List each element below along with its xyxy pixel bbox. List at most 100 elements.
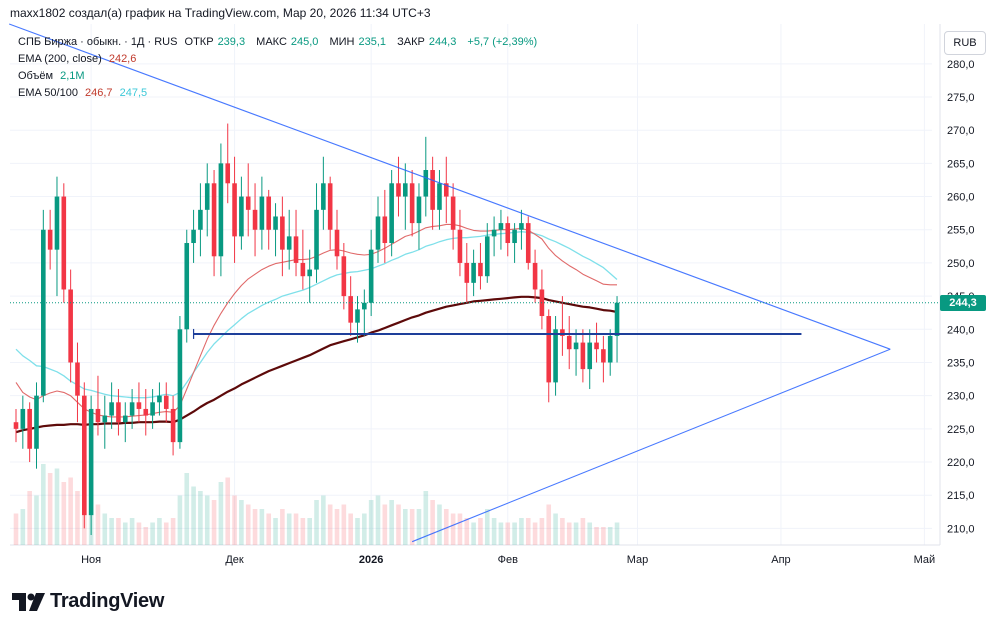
volume-bar bbox=[13, 513, 19, 545]
volume-bar bbox=[484, 509, 490, 545]
tradingview-logo[interactable]: TradingView bbox=[12, 590, 164, 613]
candle-body bbox=[321, 183, 326, 210]
volume-bar bbox=[375, 495, 381, 545]
candle-body bbox=[580, 342, 586, 370]
volume-bar bbox=[580, 518, 586, 545]
volume-bar bbox=[525, 518, 531, 545]
volume-bar bbox=[218, 482, 224, 545]
volume-bar bbox=[594, 527, 599, 545]
candle-body bbox=[75, 362, 80, 396]
volume-bar bbox=[512, 522, 517, 545]
candle-body bbox=[27, 408, 32, 449]
ema50100-label: EMA 50/100 bbox=[18, 87, 78, 99]
x-tick-label: Дек bbox=[225, 554, 244, 566]
volume-bar bbox=[505, 522, 511, 545]
candle-body bbox=[334, 229, 340, 257]
volume-bar bbox=[355, 518, 360, 545]
y-tick-label: 270,0 bbox=[947, 125, 975, 137]
volume-bar bbox=[184, 473, 190, 545]
volume-bar bbox=[464, 518, 470, 545]
candle-body bbox=[266, 196, 272, 230]
volume-bar bbox=[211, 500, 217, 545]
candle-body bbox=[129, 402, 135, 416]
candle-body bbox=[409, 183, 415, 224]
candle-body bbox=[437, 183, 442, 210]
candle-body bbox=[327, 183, 333, 230]
volume-bar bbox=[245, 504, 251, 545]
volume-bar bbox=[177, 495, 183, 545]
candle-body bbox=[13, 422, 19, 429]
candle-body bbox=[362, 302, 367, 310]
y-tick-label: 220,0 bbox=[947, 457, 975, 469]
y-tick-label: 250,0 bbox=[947, 258, 975, 270]
candle-body bbox=[109, 402, 114, 416]
currency-button[interactable]: RUB bbox=[944, 31, 986, 55]
candle-body bbox=[122, 415, 128, 423]
volume-bar bbox=[566, 522, 572, 545]
candle-body bbox=[594, 342, 599, 350]
volume-bar bbox=[95, 504, 101, 545]
volume-bar bbox=[157, 518, 162, 545]
candle-body bbox=[471, 262, 476, 283]
chart-legend: СПБ Биржа · обыкн. · 1Д · RUS ОТКР 239,3 … bbox=[18, 34, 541, 102]
volume-bar bbox=[491, 518, 497, 545]
volume-bar bbox=[607, 527, 613, 545]
volume-bar bbox=[47, 473, 53, 545]
candle-body bbox=[607, 335, 613, 363]
volume-bar bbox=[225, 477, 231, 545]
volume-bar bbox=[314, 500, 319, 545]
low-value: 235,1 bbox=[358, 36, 387, 48]
candle-body bbox=[348, 296, 353, 323]
candle-body bbox=[560, 329, 565, 336]
y-tick-label: 215,0 bbox=[947, 490, 975, 502]
last-price-tag: 244,3 bbox=[940, 294, 986, 311]
candle-body bbox=[423, 170, 429, 197]
candle-body bbox=[177, 329, 183, 443]
candle-body bbox=[95, 408, 101, 423]
volume-bar bbox=[20, 509, 26, 545]
volume-bar bbox=[259, 509, 265, 545]
volume-bar bbox=[457, 513, 463, 545]
volume-bar bbox=[75, 491, 80, 545]
volume-bar bbox=[601, 527, 606, 545]
volume-bar bbox=[614, 522, 620, 545]
candle-body bbox=[450, 196, 456, 230]
candle-body bbox=[389, 183, 394, 244]
high-value: 245,0 bbox=[290, 36, 319, 48]
open-label: ОТКР bbox=[184, 36, 214, 48]
volume-bar bbox=[546, 504, 552, 545]
volume-label: Объём bbox=[18, 70, 54, 82]
candle-body bbox=[573, 342, 579, 350]
y-tick-label: 235,0 bbox=[947, 357, 975, 369]
candle-body bbox=[416, 196, 422, 224]
x-tick-label: Ноя bbox=[81, 554, 101, 566]
candle-body bbox=[484, 236, 490, 277]
legend-ohlc-row: СПБ Биржа · обыкн. · 1Д · RUS ОТКР 239,3 … bbox=[18, 34, 541, 51]
volume-bar bbox=[362, 513, 367, 545]
volume-bar bbox=[163, 522, 169, 545]
candle-body bbox=[184, 243, 190, 330]
volume-bar bbox=[232, 495, 237, 545]
tradingview-logo-text: TradingView bbox=[50, 590, 165, 612]
volume-bar bbox=[327, 504, 333, 545]
candle-body bbox=[430, 170, 435, 210]
legend-ema50100-row: EMA 50/100 246,7 247,5 bbox=[18, 85, 541, 102]
candle-body bbox=[47, 229, 53, 250]
change-value: +5,7 (+2,39%) bbox=[467, 36, 538, 48]
candle-body bbox=[82, 395, 87, 516]
candle-body bbox=[491, 229, 497, 237]
close-value: 244,3 bbox=[428, 36, 457, 48]
volume-bar bbox=[348, 513, 353, 545]
candle-body bbox=[252, 209, 258, 230]
candle-body bbox=[614, 302, 620, 336]
volume-bar bbox=[341, 504, 347, 545]
candle-body bbox=[239, 196, 244, 237]
candle-body bbox=[587, 342, 593, 370]
candle-body bbox=[553, 329, 558, 383]
volume-bar bbox=[136, 522, 142, 545]
candle-body bbox=[403, 183, 408, 197]
volume-bar bbox=[280, 509, 285, 545]
ema50-value: 246,7 bbox=[85, 87, 113, 99]
volume-bar bbox=[334, 509, 340, 545]
